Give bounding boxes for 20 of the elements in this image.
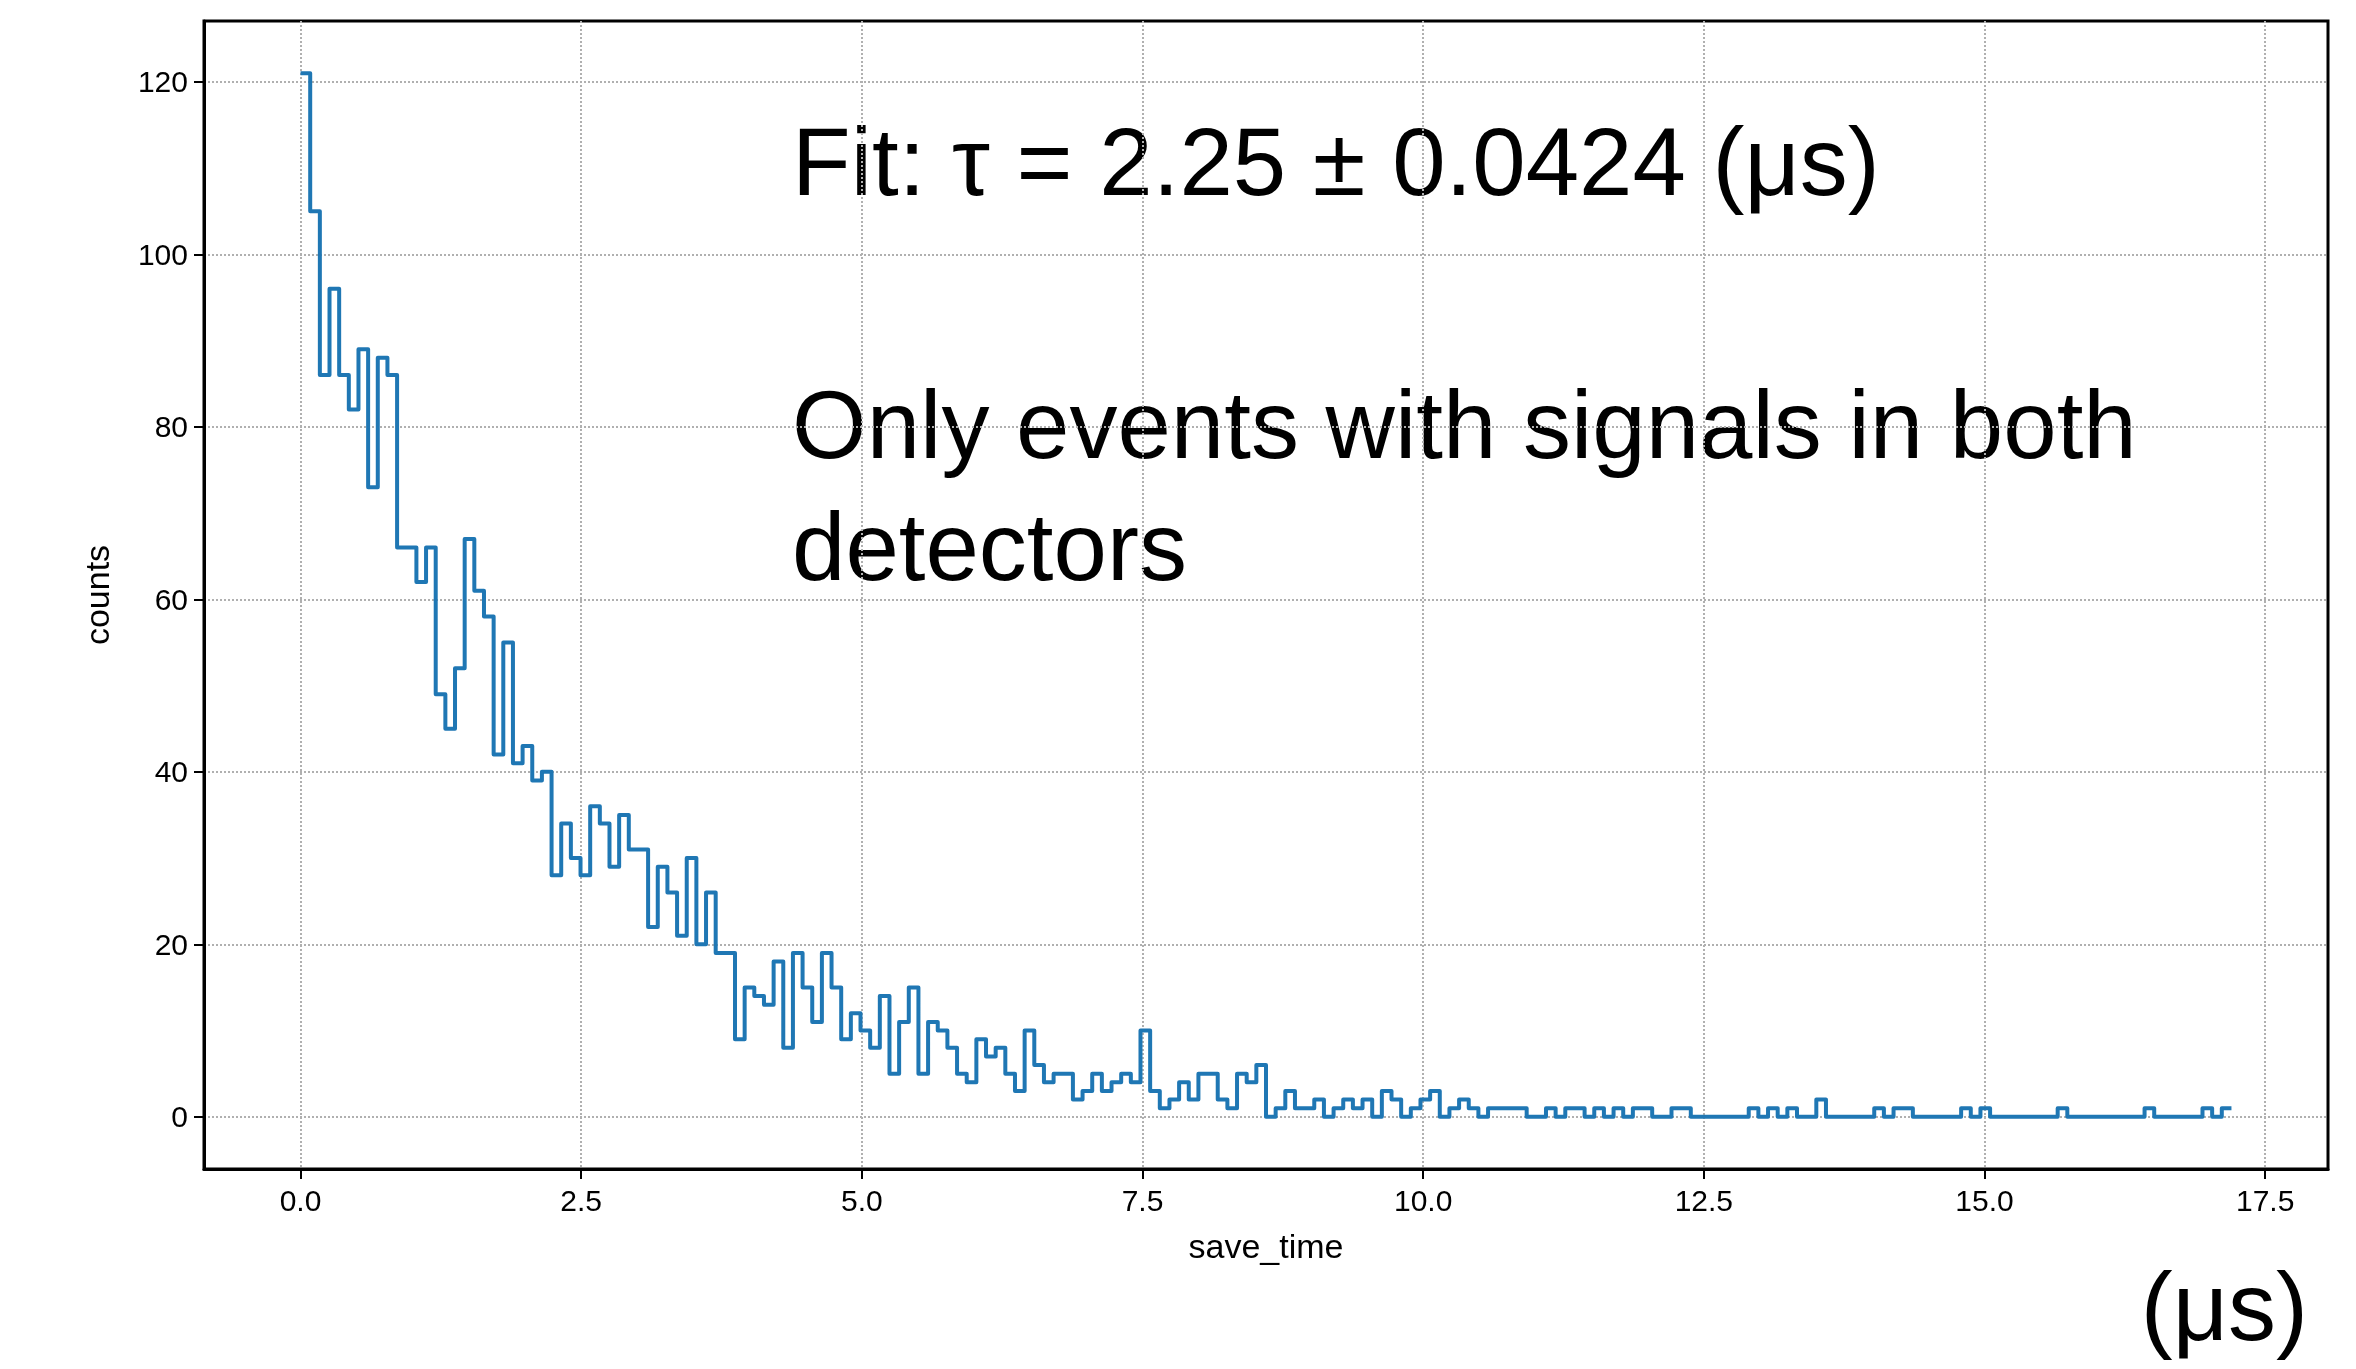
- y-tick-label: 60: [154, 582, 188, 616]
- x-tick-label: 5.0: [841, 1183, 883, 1217]
- y-tick-label: 100: [137, 237, 188, 271]
- y-tick-label: 0: [171, 1100, 188, 1134]
- x-tick-label: 7.5: [1121, 1183, 1164, 1217]
- y-tick-label: 80: [154, 410, 188, 444]
- y-tick-label: 20: [154, 927, 188, 961]
- x-tick-label: 12.5: [1674, 1183, 1734, 1217]
- annotation: Fit: τ = 2.25 ± 0.0424 (μs): [792, 107, 1880, 215]
- x-tick-label: 17.5: [2235, 1183, 2295, 1217]
- annotation: Only events with signals in both detectors: [792, 370, 2164, 600]
- y-tick-label: 40: [154, 755, 188, 789]
- x-tick-label: 2.5: [560, 1183, 603, 1217]
- x-tick-label: 15.0: [1955, 1183, 2014, 1217]
- text: (μs): [2140, 1252, 2308, 1360]
- y-tick-label: 120: [137, 65, 188, 99]
- x-tick-label: 0.0: [279, 1183, 322, 1217]
- y-axis-title: counts: [78, 544, 116, 646]
- x-axis-title: save_time: [1188, 1227, 1344, 1265]
- x-tick-label: 10.0: [1393, 1183, 1453, 1217]
